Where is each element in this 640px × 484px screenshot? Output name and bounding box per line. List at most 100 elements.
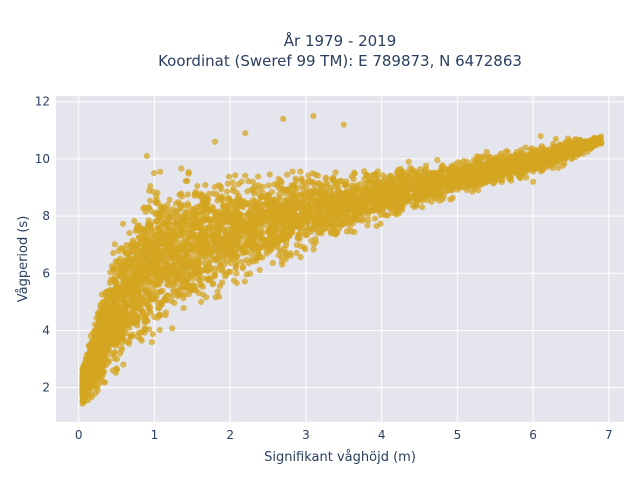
scatter-point bbox=[171, 245, 177, 251]
scatter-point bbox=[298, 243, 304, 249]
scatter-point bbox=[126, 321, 132, 327]
scatter-point bbox=[213, 294, 219, 300]
scatter-point bbox=[259, 230, 265, 236]
scatter-point bbox=[178, 220, 184, 226]
scatter-point bbox=[406, 159, 412, 165]
scatter-point bbox=[85, 397, 91, 403]
scatter-point bbox=[230, 188, 236, 194]
scatter-point bbox=[337, 217, 343, 223]
scatter-point bbox=[232, 172, 238, 178]
scatter-point bbox=[406, 173, 412, 179]
scatter-point bbox=[129, 304, 135, 310]
scatter-point bbox=[202, 217, 208, 223]
scatter-point bbox=[160, 204, 166, 210]
scatter-point bbox=[145, 205, 151, 211]
scatter-point bbox=[134, 240, 140, 246]
scatter-point bbox=[529, 145, 535, 151]
scatter-point bbox=[121, 318, 127, 324]
scatter-point bbox=[129, 293, 135, 299]
scatter-point bbox=[234, 233, 240, 239]
scatter-point bbox=[277, 247, 283, 253]
scatter-point bbox=[255, 173, 261, 179]
scatter-point bbox=[226, 269, 232, 275]
scatter-point bbox=[229, 179, 235, 185]
scatter-point bbox=[423, 193, 429, 199]
scatter-point bbox=[171, 300, 177, 306]
scatter-point bbox=[439, 162, 445, 168]
scatter-point bbox=[202, 182, 208, 188]
scatter-point bbox=[120, 264, 126, 270]
scatter-point bbox=[196, 276, 202, 282]
scatter-point bbox=[139, 281, 145, 287]
scatter-point bbox=[120, 324, 126, 330]
scatter-point bbox=[273, 214, 279, 220]
scatter-point bbox=[182, 284, 188, 290]
scatter-point bbox=[136, 295, 142, 301]
scatter-point bbox=[319, 182, 325, 188]
scatter-point bbox=[434, 157, 440, 163]
scatter-point bbox=[224, 188, 230, 194]
scatter-point bbox=[198, 299, 204, 305]
scatter-point bbox=[193, 189, 199, 195]
scatter-point bbox=[234, 280, 240, 286]
scatter-point bbox=[115, 258, 121, 264]
scatter-point bbox=[208, 257, 214, 263]
scatter-point bbox=[217, 226, 223, 232]
scatter-point bbox=[225, 206, 231, 212]
scatter-point bbox=[373, 173, 379, 179]
scatter-point bbox=[115, 270, 121, 276]
scatter-point bbox=[262, 194, 268, 200]
scatter-point bbox=[197, 282, 203, 288]
scatter-point bbox=[206, 191, 212, 197]
scatter-point bbox=[250, 246, 256, 252]
scatter-point bbox=[395, 167, 401, 173]
scatter-point bbox=[508, 175, 514, 181]
scatter-point bbox=[362, 191, 368, 197]
scatter-point bbox=[153, 261, 159, 267]
scatter-point bbox=[142, 330, 148, 336]
scatter-point bbox=[308, 226, 314, 232]
scatter-point bbox=[372, 215, 378, 221]
scatter-point bbox=[144, 318, 150, 324]
scatter-point bbox=[173, 277, 179, 283]
scatter-point bbox=[253, 258, 259, 264]
scatter-point bbox=[126, 341, 132, 347]
scatter-point bbox=[181, 202, 187, 208]
scatter-point bbox=[448, 177, 454, 183]
scatter-point bbox=[365, 217, 371, 223]
scatter-point bbox=[490, 167, 496, 173]
scatter-point bbox=[143, 248, 149, 254]
scatter-point bbox=[140, 237, 146, 243]
scatter-point bbox=[526, 161, 532, 167]
scatter-point bbox=[429, 190, 435, 196]
scatter-point bbox=[295, 231, 301, 237]
scatter-point bbox=[182, 291, 188, 297]
scatter-point bbox=[139, 309, 145, 315]
scatter-point bbox=[341, 190, 347, 196]
scatter-point bbox=[462, 165, 468, 171]
scatter-point bbox=[428, 199, 434, 205]
scatter-point bbox=[322, 226, 328, 232]
scatter-point bbox=[99, 292, 105, 298]
scatter-point bbox=[109, 322, 115, 328]
scatter-point bbox=[313, 189, 319, 195]
scatter-point bbox=[163, 309, 169, 315]
scatter-point bbox=[310, 246, 316, 252]
scatter-point bbox=[151, 170, 157, 176]
scatter-point bbox=[157, 327, 163, 333]
scatter-point bbox=[260, 222, 266, 228]
scatter-point bbox=[195, 219, 201, 225]
scatter-point bbox=[132, 248, 138, 254]
scatter-point bbox=[288, 253, 294, 259]
scatter-point bbox=[244, 188, 250, 194]
scatter-point bbox=[200, 292, 206, 298]
scatter-point bbox=[562, 140, 568, 146]
scatter-point bbox=[231, 242, 237, 248]
scatter-point bbox=[267, 171, 273, 177]
scatter-point bbox=[150, 268, 156, 274]
scatter-point bbox=[232, 220, 238, 226]
scatter-point bbox=[214, 289, 220, 295]
scatter-point bbox=[203, 264, 209, 270]
scatter-point bbox=[301, 231, 307, 237]
